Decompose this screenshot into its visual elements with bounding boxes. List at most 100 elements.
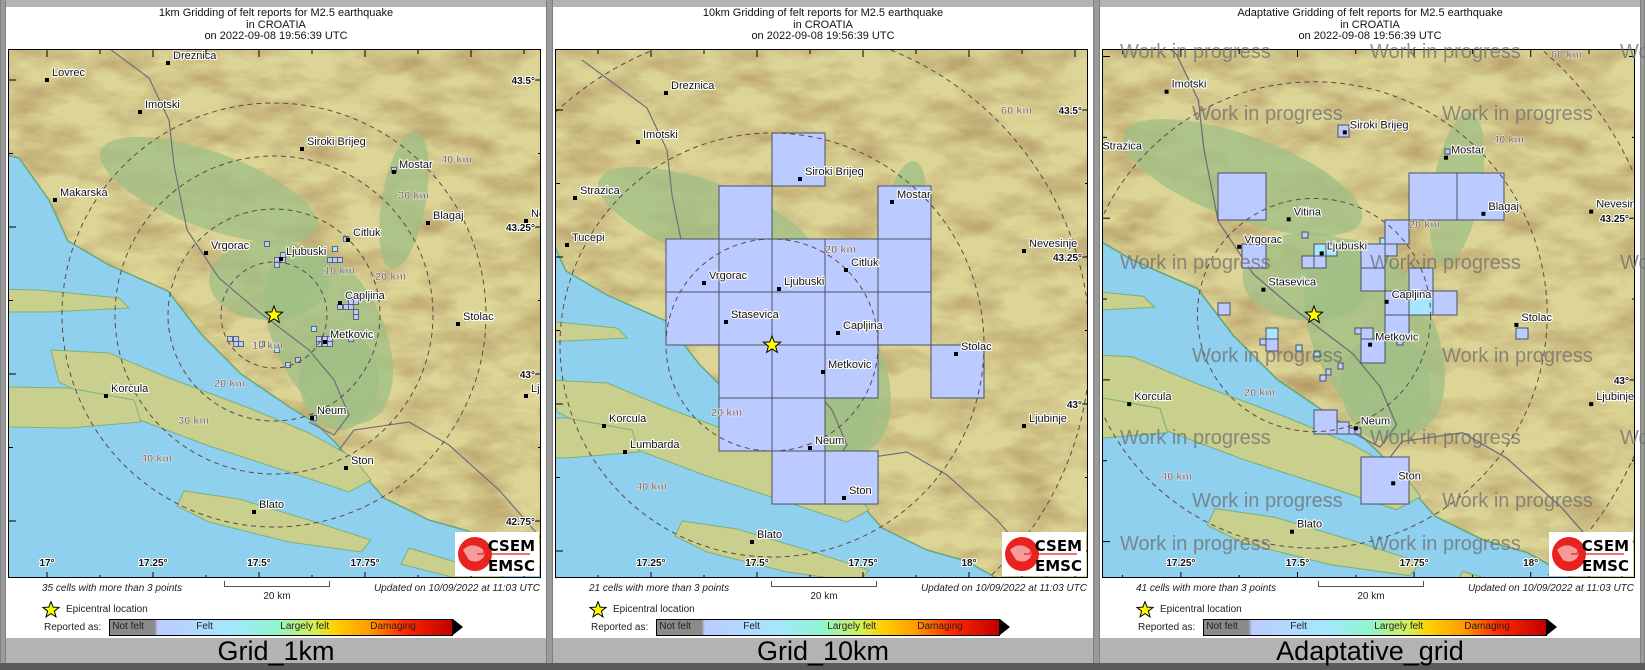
felt-cell[interactable] — [337, 257, 343, 263]
felt-cell[interactable] — [316, 336, 322, 342]
felt-cell[interactable] — [1313, 255, 1327, 269]
felt-cell[interactable] — [343, 304, 349, 310]
felt-cell[interactable] — [1217, 172, 1267, 221]
distance-label: 20 km — [375, 271, 406, 283]
city-marker — [1261, 287, 1266, 292]
felt-cell[interactable] — [348, 304, 354, 310]
felt-scale-legend: Reported as: Not felt Felt Largely felt Dama… — [591, 619, 1011, 636]
felt-colorbar: Not felt Felt Largely felt Damaging — [656, 619, 1011, 636]
felt-cell[interactable] — [1515, 327, 1529, 340]
felt-cell[interactable] — [1354, 327, 1362, 335]
felt-cell[interactable] — [1360, 267, 1386, 292]
panel-sheet: Adaptative Gridding of felt reports for … — [1100, 7, 1640, 638]
felt-cell[interactable] — [1301, 255, 1315, 269]
felt-cell[interactable] — [1384, 314, 1410, 340]
felt-cell[interactable] — [1379, 237, 1386, 245]
city-label: Korcula — [609, 413, 647, 425]
felt-cell[interactable] — [238, 341, 244, 347]
felt-cell[interactable] — [353, 314, 359, 320]
felt-cell[interactable] — [1319, 374, 1327, 382]
city-marker — [300, 147, 304, 151]
felt-cell[interactable] — [1384, 243, 1398, 257]
felt-cell[interactable] — [1396, 338, 1404, 346]
felt-cell[interactable] — [233, 336, 239, 342]
felt-cell[interactable] — [1325, 243, 1338, 257]
felt-cell[interactable] — [1301, 231, 1309, 239]
felt-map[interactable]: 10 km 10 km 20 km 20 km 30 km 30 km 40 km 40 km… — [8, 49, 541, 578]
felt-cell[interactable] — [280, 252, 286, 258]
felt-cell[interactable] — [1265, 338, 1279, 352]
felt-cell[interactable] — [771, 238, 826, 293]
felt-cell[interactable] — [274, 347, 280, 353]
city-label: Siroki Brijeg — [307, 136, 366, 148]
felt-cell[interactable] — [771, 291, 826, 346]
felt-cell[interactable] — [718, 291, 773, 346]
felt-cell[interactable] — [1295, 344, 1303, 352]
felt-cell[interactable] — [1384, 219, 1410, 245]
felt-cell[interactable] — [353, 309, 359, 315]
felt-cell[interactable] — [311, 326, 317, 332]
felt-cell[interactable] — [274, 262, 280, 268]
felt-cell[interactable] — [1313, 350, 1321, 358]
felt-cell[interactable] — [824, 450, 879, 505]
scale-bar-label: 20 km — [263, 591, 291, 602]
felt-cell[interactable] — [264, 241, 270, 247]
felt-level-label: Damaging — [370, 621, 416, 632]
felt-cell[interactable] — [332, 246, 338, 252]
felt-cell[interactable] — [824, 238, 879, 293]
felt-cell[interactable] — [1360, 327, 1374, 340]
felt-cell[interactable] — [1337, 362, 1344, 370]
felt-cell[interactable] — [824, 344, 879, 399]
city-label: Makarska — [60, 187, 109, 199]
felt-cell[interactable] — [771, 344, 826, 399]
city-label: Neum — [317, 405, 346, 417]
felt-cell[interactable] — [1325, 368, 1332, 376]
city-marker — [821, 370, 825, 374]
city-marker — [702, 281, 706, 285]
felt-cell[interactable] — [718, 238, 773, 293]
city-marker — [138, 110, 142, 114]
felt-cell[interactable] — [824, 291, 879, 346]
felt-cell[interactable] — [718, 185, 773, 240]
felt-cell[interactable] — [332, 257, 338, 263]
felt-cell[interactable] — [348, 299, 354, 305]
felt-cell[interactable] — [665, 238, 720, 293]
felt-cell[interactable] — [1432, 290, 1458, 316]
felt-cell[interactable] — [771, 397, 826, 452]
felt-level-label: Damaging — [1464, 621, 1510, 632]
felt-map[interactable]: 20 km 20 km 40 km 60 km Dreznica Imotski Straz… — [555, 49, 1088, 578]
felt-cell[interactable] — [877, 238, 932, 293]
felt-map[interactable]: 20 km 20 km 40 km 40 km 60 km Imotski Strazica… — [1102, 49, 1635, 578]
felt-cell[interactable] — [1241, 243, 1267, 269]
distance-circle — [665, 238, 879, 452]
felt-cell[interactable] — [285, 362, 291, 368]
distance-label: 20 km — [825, 244, 856, 256]
felt-cell[interactable] — [327, 257, 333, 263]
felt-cell[interactable] — [1408, 267, 1434, 292]
distance-label: 60 km — [1001, 105, 1032, 117]
felt-cell[interactable] — [718, 344, 773, 399]
felt-cell[interactable] — [1360, 338, 1386, 364]
felt-cell[interactable] — [1259, 338, 1267, 346]
epicenter-star-icon — [762, 334, 782, 354]
felt-cell[interactable] — [327, 341, 333, 347]
felt-cell[interactable] — [1217, 302, 1231, 316]
felt-cell[interactable] — [1408, 172, 1458, 221]
felt-cell[interactable] — [259, 341, 265, 347]
felt-cell[interactable] — [337, 304, 343, 310]
panel-sheet: 1km Gridding of felt reports for M2.5 ea… — [6, 7, 546, 638]
felt-cell[interactable] — [348, 336, 354, 342]
felt-cell[interactable] — [233, 341, 239, 347]
felt-cell[interactable] — [1354, 427, 1362, 435]
felt-cell[interactable] — [771, 450, 826, 505]
felt-cell[interactable] — [1456, 172, 1505, 221]
city-marker — [279, 257, 283, 261]
felt-cell[interactable] — [316, 341, 322, 347]
felt-cell[interactable] — [665, 291, 720, 346]
felt-cell[interactable] — [1360, 456, 1410, 505]
felt-cell[interactable] — [1265, 327, 1279, 340]
felt-cell[interactable] — [1444, 148, 1451, 155]
felt-cell[interactable] — [227, 336, 233, 342]
felt-cell[interactable] — [718, 397, 773, 452]
felt-cell[interactable] — [877, 291, 932, 346]
